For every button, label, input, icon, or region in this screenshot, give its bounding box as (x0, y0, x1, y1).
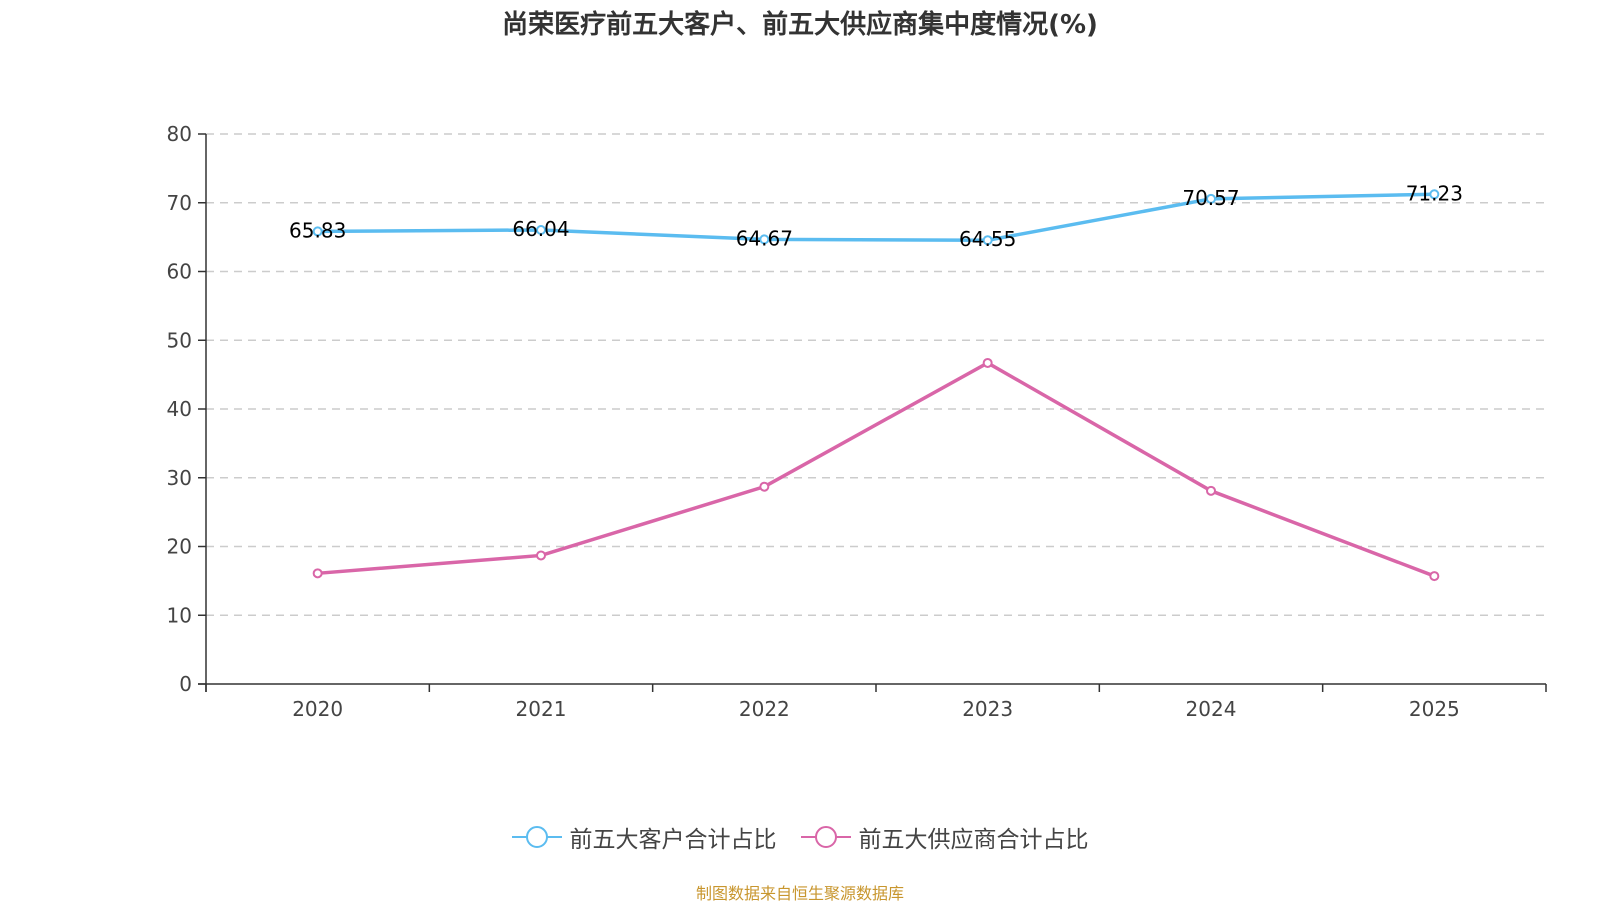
data-point (982, 235, 993, 246)
legend-item-customers[interactable]: 前五大客户合计占比 (511, 820, 777, 854)
data-point (759, 234, 770, 245)
series-group (312, 189, 1440, 582)
x-tick-label: 2021 (516, 697, 567, 721)
legend: 前五大客户合计占比 前五大供应商合计占比 (0, 820, 1600, 854)
y-tick-label: 20 (167, 535, 192, 559)
data-point (1429, 571, 1440, 582)
y-tick-label: 80 (167, 122, 192, 146)
data-label: 71.23 (1406, 181, 1463, 205)
data-label: 65.83 (289, 218, 346, 242)
legend-marker-suppliers-icon (800, 826, 851, 848)
chart-title: 尚荣医疗前五大客户、前五大供应商集中度情况(%) (502, 10, 1098, 40)
series-line-0 (317, 192, 1435, 242)
y-tick-label: 50 (167, 328, 192, 352)
data-point (759, 481, 770, 492)
data-point (536, 224, 546, 235)
data-point (312, 226, 323, 237)
legend-item-suppliers[interactable]: 前五大供应商合计占比 (800, 820, 1089, 854)
y-tick-label: 0 (179, 672, 192, 696)
data-point (312, 568, 323, 579)
data-label: 64.55 (959, 227, 1016, 251)
y-tick-label: 40 (167, 397, 192, 421)
data-label: 70.57 (1182, 186, 1239, 210)
data-point (982, 357, 993, 368)
series-line-1 (317, 361, 1435, 578)
x-tick-label: 2023 (962, 697, 1013, 721)
y-tick-label: 70 (167, 191, 192, 215)
y-tick-label: 30 (167, 466, 192, 490)
legend-label-suppliers: 前五大供应商合计占比 (858, 827, 1089, 853)
data-point (1429, 189, 1440, 200)
legend-label-customers: 前五大客户合计占比 (569, 827, 777, 853)
source-note: 制图数据来自恒生聚源数据库 (695, 884, 904, 903)
data-point (1206, 193, 1216, 204)
y-tick-label: 60 (167, 260, 192, 284)
data-labels: 65.83 66.04 64.67 64.55 70.57 71.23 (289, 181, 1463, 251)
axes: 0 10 20 30 40 50 60 70 80 2020 2021 2022 2023 2024 202… (167, 122, 1547, 721)
x-tick-label: 2020 (292, 697, 343, 721)
data-label: 64.67 (736, 226, 793, 250)
x-tick-label: 2025 (1409, 697, 1460, 721)
data-label: 66.04 (512, 217, 569, 241)
data-point (1206, 485, 1216, 496)
legend-marker-customers-icon (511, 826, 562, 848)
data-point (536, 550, 546, 561)
y-tick-label: 10 (167, 603, 192, 627)
x-tick-label: 2024 (1186, 697, 1237, 721)
x-tick-label: 2022 (739, 697, 790, 721)
